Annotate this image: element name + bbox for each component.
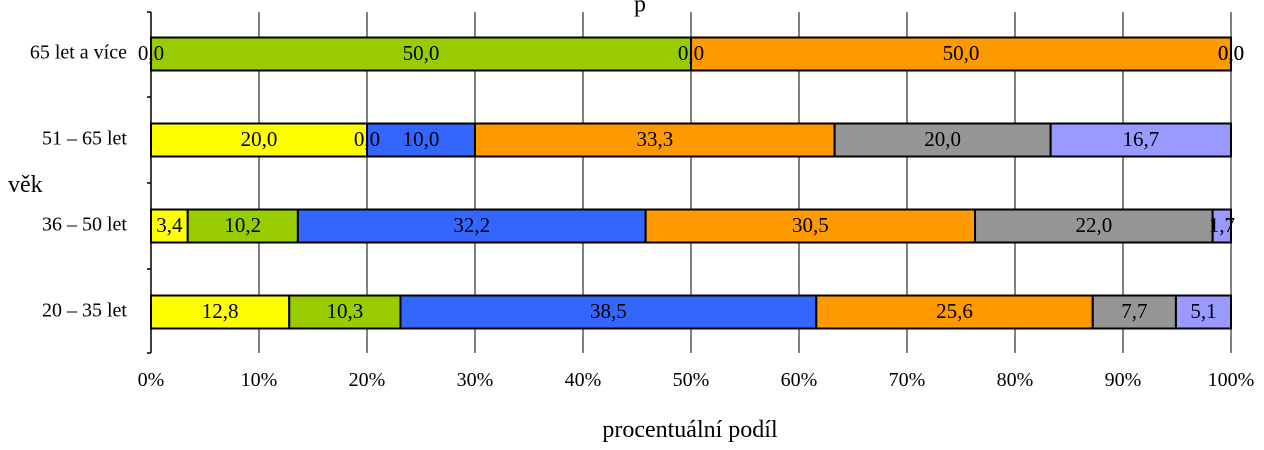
category-label: 36 – 50 let [42,214,127,236]
x-tick-label: 50% [673,369,710,391]
bar-segment [288,294,402,330]
bar-segment [1174,294,1233,330]
data-label: 0,0 [1218,41,1244,65]
data-label: 32,2 [453,213,490,237]
chart-title-fragment: p [634,0,646,18]
x-tick-label: 100% [1208,369,1255,391]
bar-segment [296,208,647,244]
data-label: 20,0 [241,127,278,151]
data-label: 1,7 [1209,213,1235,237]
data-label: 3,4 [156,213,183,237]
x-tick-label: 90% [1105,369,1142,391]
bar-segment [1091,294,1177,330]
axes [147,11,152,354]
data-label: 25,6 [936,299,973,323]
x-tick-label: 10% [241,369,278,391]
data-label: 0,0 [138,41,164,65]
data-label: 7,7 [1121,299,1147,323]
category-label: 20 – 35 let [42,300,127,322]
x-tick-label: 80% [997,369,1034,391]
bar-segment [474,122,836,158]
bar-segment [1049,122,1233,158]
category-label: 51 – 65 let [42,128,127,150]
bar-segment [815,294,1094,330]
data-label: 0,0 [1218,41,1244,65]
bars [150,36,1233,330]
data-label: 20,0 [924,127,961,151]
x-tick-label: 20% [349,369,386,391]
x-tick-label: 70% [889,369,926,391]
x-tick-label: 30% [457,369,494,391]
data-label: 0,0 [678,41,704,65]
data-label: 10,3 [326,299,363,323]
bar-segment [690,36,1232,72]
data-label: 22,0 [1075,213,1112,237]
data-label: 12,8 [202,299,239,323]
bar-segment [1211,208,1233,244]
data-labels: 0,0 50,0 0,0 50,0 0,00,020,0 0,0 10,0 33,3 20,0 1… [138,41,1244,323]
bar-segment [366,122,476,158]
x-axis-title: procentuální podíl [602,417,778,443]
data-label: 10,0 [403,127,440,151]
data-label: 50,0 [943,41,980,65]
y-axis-title: věk [8,172,43,198]
data-label: 10,2 [224,213,261,237]
data-label: 33,3 [636,127,673,151]
data-label: 16,7 [1122,127,1159,151]
x-tick-label: 40% [565,369,602,391]
bar-segment [833,122,1052,158]
data-label: 0,0 [354,127,380,151]
data-label: 5,1 [1190,299,1216,323]
data-label: 30,5 [792,213,829,237]
bar-segment [186,208,299,244]
category-label: 65 let a více [30,42,127,64]
data-label: 50,0 [403,41,440,65]
bar-segment [644,208,977,244]
data-label: 38,5 [590,299,627,323]
x-tick-label: 0% [138,369,165,391]
x-tick-labels: 0% 10% 20% 30% 40% 50% 60% 70% 80% 90% 100% [138,369,1255,391]
category-labels: 65 let a více 51 – 65 let 36 – 50 let 20 – … [30,42,128,322]
x-tick-label: 60% [781,369,818,391]
